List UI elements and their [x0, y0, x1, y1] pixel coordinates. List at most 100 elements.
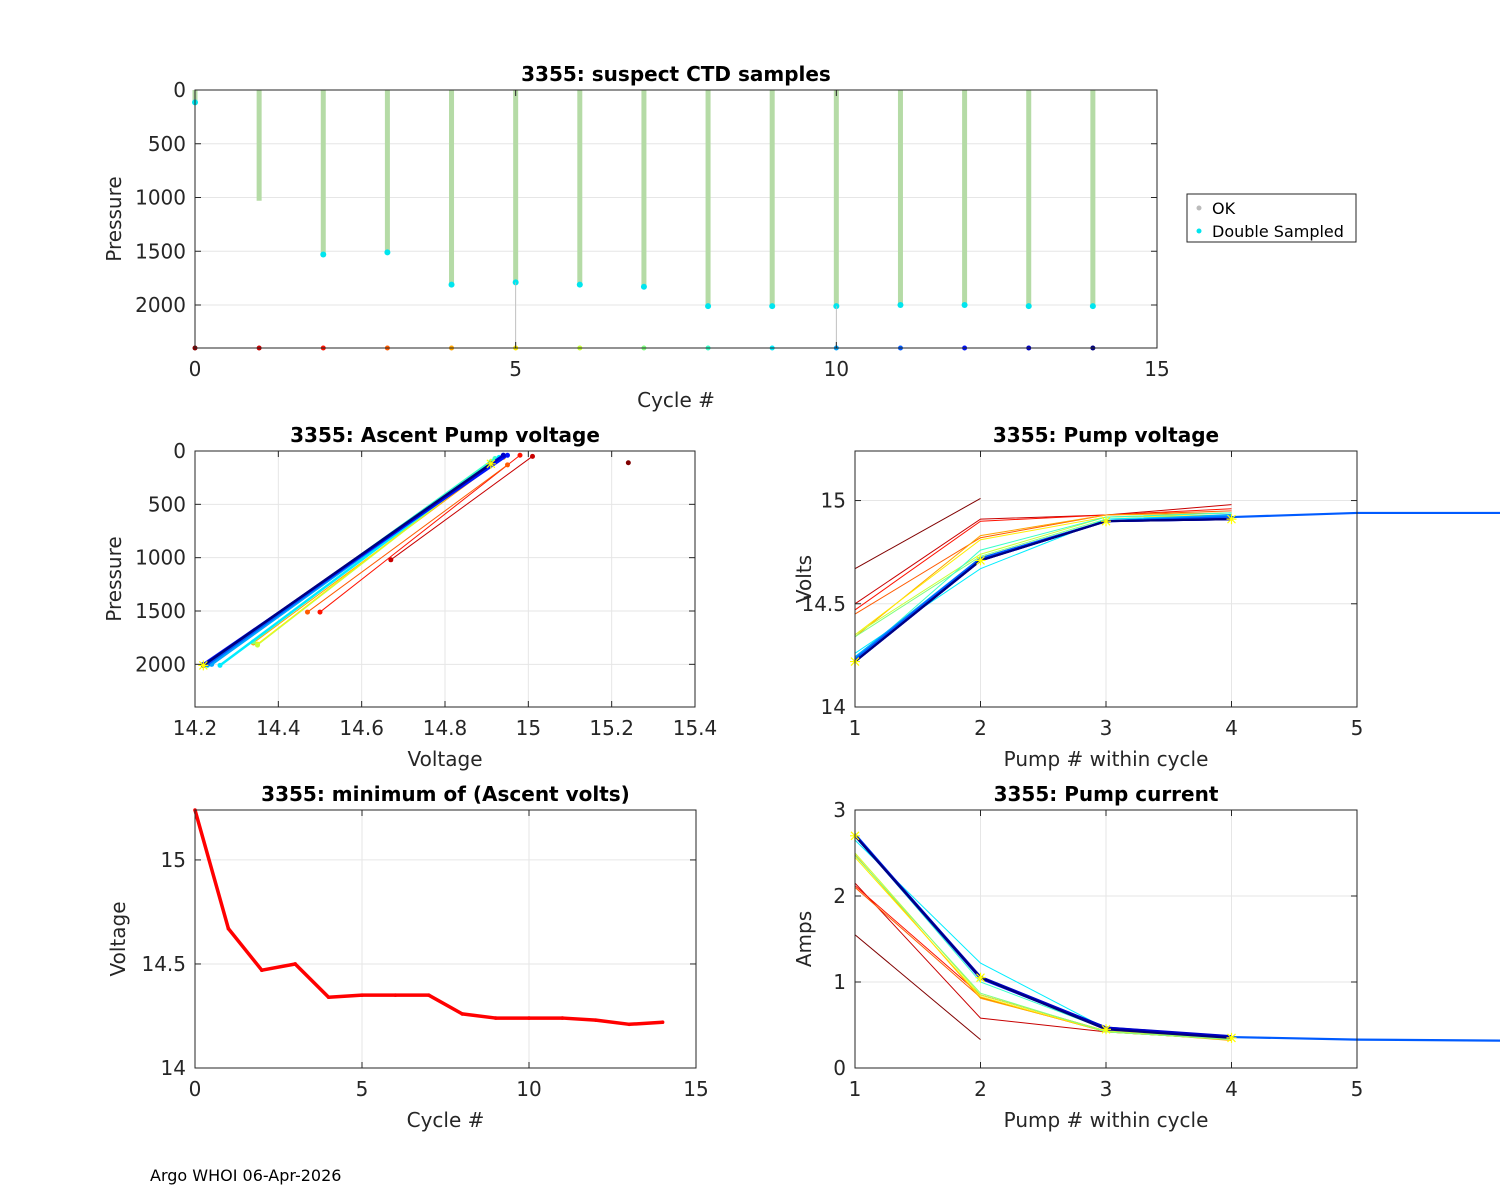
- x-axis-label: Cycle #: [407, 1108, 485, 1132]
- y-tick-label: 2000: [135, 652, 186, 676]
- series-end-marker: [975, 555, 986, 566]
- y-tick-label: 0: [173, 439, 186, 463]
- series-line: [854, 508, 1232, 611]
- data-layer: [193, 808, 665, 1027]
- x-tick-label: 2: [974, 1077, 987, 1101]
- double-sampled-point: [769, 303, 776, 310]
- legend-marker: [1196, 205, 1202, 211]
- data-point: [500, 452, 506, 458]
- x-tick-label: 14.8: [423, 716, 468, 740]
- double-sampled-point: [320, 251, 327, 258]
- x-tick-label: 5: [1351, 1077, 1364, 1101]
- series-line: [854, 512, 1232, 660]
- min-voltage-point: [226, 926, 231, 931]
- data-point: [317, 609, 323, 615]
- series-line: [854, 514, 1232, 636]
- chart-title: 3355: Ascent Pump voltage: [290, 423, 600, 447]
- series-end-marker: [1101, 516, 1111, 527]
- x-tick-label: 15: [683, 1077, 708, 1101]
- chart-title: 3355: Pump voltage: [993, 423, 1219, 447]
- x-tick-label: 1: [849, 1077, 862, 1101]
- min-voltage-point: [627, 1022, 631, 1027]
- min-voltage-point: [527, 1016, 531, 1020]
- series-line: [854, 512, 1232, 638]
- min-voltage-point: [293, 962, 298, 966]
- y-axis-label: Voltage: [106, 901, 130, 976]
- x-tick-label: 0: [189, 357, 202, 381]
- min-voltage-point: [427, 993, 431, 997]
- x-tick-label: 15: [516, 716, 541, 740]
- y-tick-label: 1000: [135, 546, 186, 570]
- axes-pumpv: 1 2 3 4 5 14 14.5 15 3355: Pump voltage Pump # wi…: [792, 423, 1500, 771]
- x-tick-label: 10: [516, 1077, 541, 1101]
- series-end-marker: [1226, 514, 1237, 525]
- y-tick-label: 500: [148, 492, 186, 516]
- double-sampled-point: [1025, 303, 1032, 310]
- double-sampled-point: [961, 302, 968, 308]
- plot-area: [195, 810, 696, 1068]
- legend-box: [1186, 193, 1357, 243]
- x-tick-label: 15.4: [673, 716, 718, 740]
- series-line: [202, 462, 492, 667]
- axes-ascent: 14.2 14.4 14.6 14.8 15 15.2 15.4 0 500 1000 1500 20…: [102, 423, 717, 771]
- series-line: [854, 934, 981, 1041]
- axes-ctd: 0 5 10 15 0 500 1000 1500 2000 3355: suspect CTD …: [102, 62, 1170, 412]
- y-tick-label: 3: [833, 798, 846, 822]
- axes-frame: [194, 89, 1158, 349]
- data-point: [505, 462, 510, 468]
- y-tick-label: 1000: [135, 186, 186, 210]
- double-sampled-point: [1089, 303, 1096, 310]
- y-tick-label: 2: [833, 884, 846, 908]
- min-voltage-point: [594, 1018, 598, 1022]
- y-axis-label: Pressure: [102, 536, 126, 621]
- y-tick-label: 15: [161, 848, 186, 872]
- footer-text: Argo WHOI 06-Apr-2026: [150, 1166, 342, 1185]
- series-line: [854, 518, 1232, 663]
- double-sampled-point: [384, 249, 391, 256]
- x-axis-label: Voltage: [407, 747, 482, 771]
- min-voltage-point: [326, 995, 331, 1000]
- double-sampled-point: [448, 281, 455, 288]
- y-tick-label: 1500: [135, 239, 186, 263]
- y-tick-label: 14.5: [801, 592, 846, 616]
- y-tick-label: 14.5: [141, 952, 186, 976]
- double-sampled-point: [705, 303, 712, 310]
- x-axis-label: Cycle #: [637, 388, 715, 412]
- min-voltage-point: [493, 1016, 498, 1020]
- y-tick-label: 14: [821, 695, 846, 719]
- series-end-marker: [975, 972, 986, 983]
- x-tick-label: 3: [1100, 1077, 1113, 1101]
- y-tick-label: 14: [161, 1056, 186, 1080]
- series-line: [319, 454, 521, 613]
- x-tick-label: 15.2: [589, 716, 634, 740]
- data-point: [255, 642, 260, 648]
- series-end-marker: [1101, 1024, 1111, 1035]
- x-tick-label: 15: [1144, 357, 1169, 381]
- data-point: [505, 452, 510, 458]
- x-tick-label: 5: [509, 357, 522, 381]
- data-point: [217, 662, 223, 668]
- chart-title: 3355: suspect CTD samples: [521, 62, 831, 86]
- series-line: [854, 510, 1232, 615]
- x-tick-label: 14.6: [339, 716, 384, 740]
- data-point: [625, 460, 631, 466]
- series-end-marker: [198, 660, 209, 671]
- chart-title: 3355: Pump current: [994, 782, 1219, 806]
- x-tick-label: 14.4: [256, 716, 301, 740]
- data-point: [530, 453, 535, 459]
- legend: OK Double Sampled: [1186, 193, 1357, 243]
- plot-area: [195, 90, 1157, 348]
- series-line: [854, 498, 981, 570]
- y-tick-label: 0: [173, 78, 186, 102]
- series-end-marker: [485, 458, 496, 469]
- x-tick-label: 1: [849, 716, 862, 740]
- data-point: [305, 609, 310, 615]
- min-voltage-point: [360, 993, 364, 997]
- y-axis-label: Volts: [792, 555, 816, 603]
- min-voltage-point: [393, 993, 398, 997]
- data-layer: [850, 830, 1500, 1043]
- x-tick-label: 4: [1225, 716, 1238, 740]
- series-end-marker: [1226, 1032, 1237, 1043]
